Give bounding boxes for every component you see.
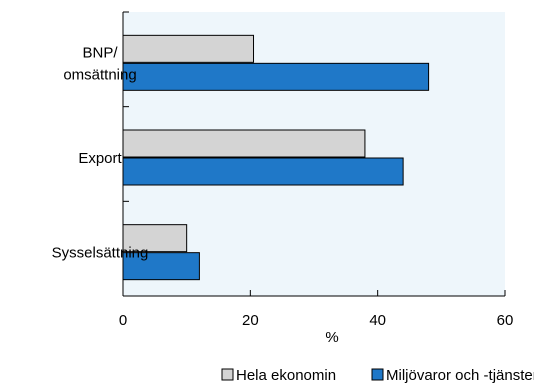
- x-tick-label-0: 0: [119, 312, 127, 329]
- bar-miljovaror-1: [122, 157, 404, 186]
- category-label-1-0: Export: [78, 150, 122, 167]
- x-tick-labels: 0 20 40 60: [119, 312, 514, 329]
- legend-label-0: Hela ekonomin: [236, 367, 336, 384]
- x-axis-label: %: [325, 329, 338, 346]
- category-label-0-1: omsättning: [63, 66, 136, 83]
- bar-hela-ekonomin-2: [122, 224, 188, 253]
- bar-miljovaror-0: [122, 62, 430, 91]
- bars-layer: [122, 34, 430, 281]
- legend-swatch-1: [371, 368, 384, 381]
- x-tick-label-40: 40: [369, 312, 386, 329]
- legend-swatch-0: [221, 368, 234, 381]
- category-labels: BNP/omsättning Export Sysselsättning: [52, 44, 149, 261]
- category-label-0-0: BNP/: [82, 44, 118, 61]
- bar-hela-ekonomin-0: [122, 34, 255, 63]
- x-tick-label-20: 20: [242, 312, 259, 329]
- category-label-2-0: Sysselsättning: [52, 245, 149, 262]
- x-tick-label-60: 60: [497, 312, 514, 329]
- bar-miljovaror-2: [122, 252, 200, 281]
- bar-hela-ekonomin-1: [122, 129, 366, 158]
- legend: Hela ekonomin Miljövaror och -tjänster: [221, 367, 534, 384]
- legend-label-1: Miljövaror och -tjänster: [386, 367, 534, 384]
- axes-layer: [122, 11, 506, 297]
